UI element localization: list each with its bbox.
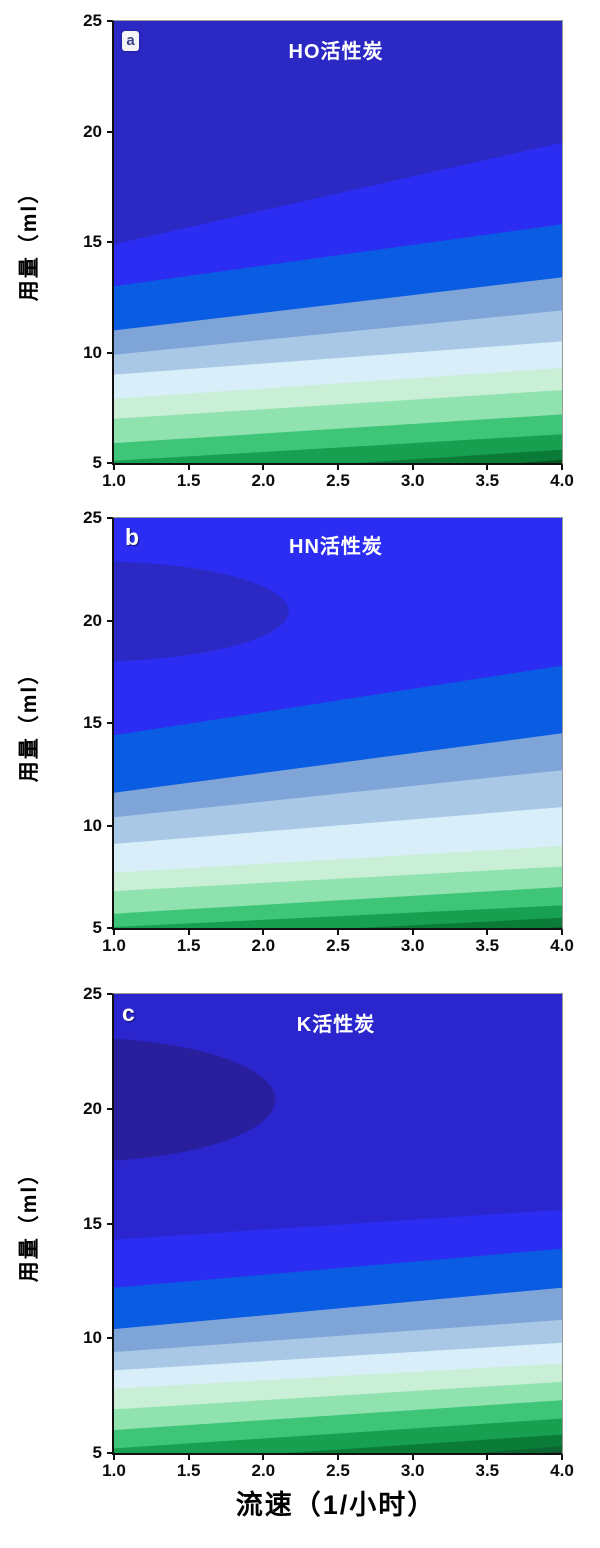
tick-mark [107, 462, 112, 464]
x-tick-label: 3.0 [400, 936, 425, 955]
tick-mark [107, 1337, 112, 1340]
panel-letter: b [125, 524, 140, 550]
tick-mark [107, 722, 112, 724]
y-tick-label: 15 [83, 713, 102, 732]
tick-mark [561, 930, 563, 935]
panel-letter: a [122, 31, 139, 51]
y-axis-title: 用量（ml） [18, 1161, 41, 1283]
y-tick-label: 20 [83, 1098, 102, 1118]
tick-mark [262, 930, 265, 935]
x-tick-label: 2.5 [326, 1461, 350, 1480]
tick-mark [337, 465, 339, 470]
x-tick-label: 3.5 [475, 936, 500, 955]
y-tick-label: 5 [92, 918, 102, 937]
tick-mark [107, 1222, 112, 1225]
tick-mark [262, 1455, 265, 1460]
tick-mark [113, 465, 115, 470]
x-tick-label: 3.5 [475, 1461, 500, 1480]
y-tick-label: 15 [83, 232, 102, 251]
tick-mark [107, 1452, 112, 1454]
tick-mark [486, 465, 489, 470]
x-tick-label: 3.0 [400, 471, 425, 490]
tick-mark [411, 465, 414, 470]
y-axis-title: 用量（ml） [18, 661, 41, 783]
y-tick-label: 20 [83, 610, 102, 630]
tick-mark [561, 1455, 563, 1460]
y-tick-label: 25 [83, 11, 102, 30]
y-tick-label: 5 [92, 1443, 102, 1462]
x-tick-label: 1.5 [176, 471, 201, 490]
tick-mark [337, 930, 339, 935]
tick-mark [262, 465, 265, 470]
tick-mark [561, 465, 563, 470]
x-tick-label: 2.5 [326, 936, 350, 955]
x-tick-label: 1.5 [176, 936, 201, 955]
x-tick-label: 2.0 [251, 1461, 276, 1480]
x-axis-title: 流速（1/小时） [235, 1490, 437, 1520]
tick-mark [337, 1455, 339, 1460]
contour-plot-b [112, 517, 563, 930]
y-tick-label: 5 [92, 453, 102, 472]
y-tick-label: 20 [83, 121, 102, 141]
contour-plot-c [112, 993, 563, 1455]
panel-a: 用量（ml） a HO活性炭 1.0 1.5 2.0 2.5 3.0 3.5 4.0 5 10 1… [0, 11, 600, 490]
y-axis-title: 用量（ml） [18, 180, 41, 302]
x-tick-label: 1.5 [176, 1461, 201, 1480]
contour-surface [114, 518, 562, 928]
tick-mark [107, 130, 112, 133]
panel-title: HN活性炭 [289, 536, 383, 558]
tick-mark [113, 930, 115, 935]
panel-title: HO活性炭 [288, 41, 384, 63]
panel-c: 用量（ml） c K活性炭 1.0 1.5 2.0 2.5 3.0 3.5 4.0 5 10 15… [0, 984, 600, 1480]
tick-mark [187, 1455, 190, 1460]
x-tick-label: 2.5 [326, 471, 350, 490]
x-tick-label: 4.0 [550, 1461, 574, 1480]
x-tick-label: 4.0 [550, 471, 574, 490]
tick-mark [107, 351, 112, 354]
tick-mark [107, 993, 112, 995]
tick-mark [187, 930, 190, 935]
tick-mark [107, 619, 112, 622]
contour-surface [114, 994, 562, 1453]
y-tick-label: 15 [83, 1213, 102, 1233]
tick-mark [187, 465, 190, 470]
tick-mark [486, 930, 489, 935]
x-tick-label: 2.0 [251, 471, 276, 490]
tick-mark [107, 517, 112, 519]
tick-mark [486, 1455, 489, 1460]
panel-letter: c [122, 1000, 135, 1026]
x-tick-label: 2.0 [251, 936, 276, 955]
y-tick-label: 25 [83, 508, 102, 527]
tick-mark [411, 930, 414, 935]
y-tick-label: 10 [83, 1328, 102, 1348]
tick-mark [411, 1455, 414, 1460]
y-tick-label: 25 [83, 984, 102, 1003]
x-tick-label: 3.5 [475, 471, 500, 490]
tick-mark [113, 1455, 115, 1460]
tick-mark [107, 927, 112, 929]
y-tick-label: 10 [83, 342, 102, 362]
x-tick-label: 4.0 [550, 936, 574, 955]
x-tick-label: 1.0 [102, 1461, 126, 1480]
tick-mark [107, 824, 112, 827]
panel-title: K活性炭 [296, 1014, 376, 1036]
contour-surface [114, 21, 562, 463]
tick-mark [107, 241, 112, 243]
x-tick-label: 1.0 [102, 471, 126, 490]
y-tick-label: 10 [83, 815, 102, 835]
panel-b: 用量（ml） b HN活性炭 1.0 1.5 2.0 2.5 3.0 3.5 4.0 5 10 1… [0, 508, 600, 955]
tick-mark [107, 1107, 112, 1110]
tick-mark [107, 20, 112, 22]
x-tick-label: 3.0 [400, 1461, 425, 1480]
contour-plot-a [112, 20, 563, 465]
x-tick-label: 1.0 [102, 936, 126, 955]
